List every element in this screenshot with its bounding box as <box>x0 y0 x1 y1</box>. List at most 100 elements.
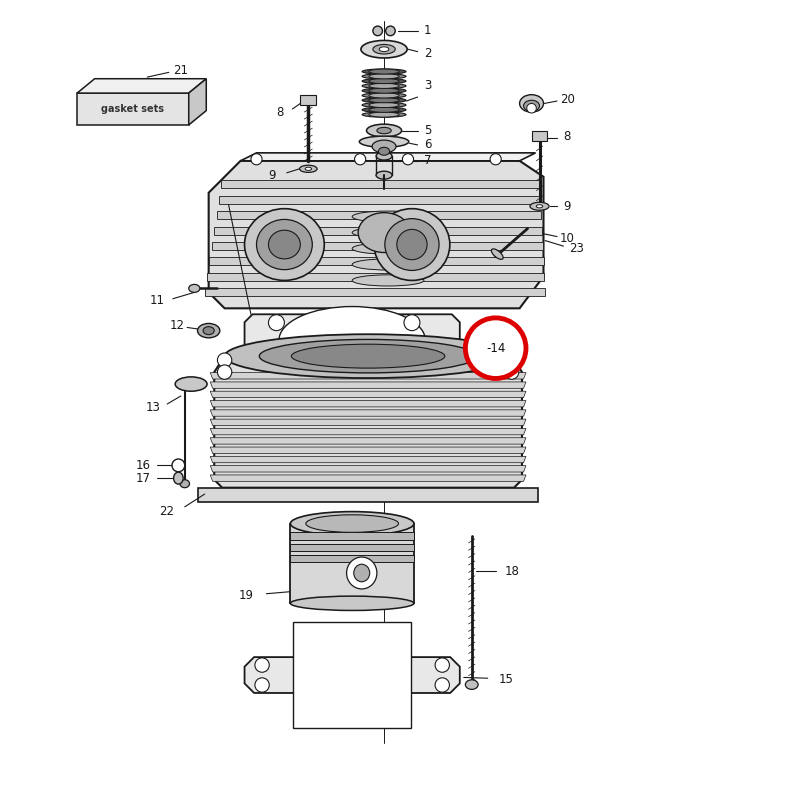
Circle shape <box>526 103 536 113</box>
Text: 8: 8 <box>564 130 571 143</box>
Text: 1: 1 <box>424 24 432 38</box>
Polygon shape <box>77 93 189 125</box>
Circle shape <box>269 314 285 330</box>
Ellipse shape <box>374 209 450 281</box>
Text: 15: 15 <box>498 673 514 686</box>
Polygon shape <box>210 373 526 379</box>
Ellipse shape <box>358 213 410 253</box>
Polygon shape <box>209 161 543 308</box>
Polygon shape <box>210 475 526 482</box>
Ellipse shape <box>361 41 407 58</box>
Text: 2: 2 <box>424 46 432 60</box>
Circle shape <box>172 459 185 472</box>
Ellipse shape <box>379 47 389 52</box>
Ellipse shape <box>369 102 399 107</box>
Ellipse shape <box>369 107 399 112</box>
Text: 9: 9 <box>269 169 276 182</box>
Ellipse shape <box>372 140 396 153</box>
Ellipse shape <box>376 152 392 160</box>
Ellipse shape <box>369 98 399 102</box>
Text: -14: -14 <box>486 342 506 354</box>
Text: 17: 17 <box>136 472 150 485</box>
Polygon shape <box>189 78 206 125</box>
Text: 13: 13 <box>146 402 160 414</box>
Ellipse shape <box>362 102 406 108</box>
Polygon shape <box>210 410 526 416</box>
Polygon shape <box>241 153 535 161</box>
Circle shape <box>404 350 420 366</box>
Circle shape <box>505 365 518 379</box>
Ellipse shape <box>385 218 439 270</box>
Ellipse shape <box>369 69 399 74</box>
Polygon shape <box>293 622 411 728</box>
Polygon shape <box>210 429 526 435</box>
Ellipse shape <box>291 344 445 368</box>
Ellipse shape <box>175 377 207 391</box>
Text: 5: 5 <box>424 124 431 137</box>
Ellipse shape <box>491 249 503 259</box>
Ellipse shape <box>377 127 391 134</box>
Ellipse shape <box>290 512 414 535</box>
Ellipse shape <box>359 136 409 147</box>
Circle shape <box>251 154 262 165</box>
Ellipse shape <box>362 74 406 79</box>
Polygon shape <box>531 131 547 141</box>
Polygon shape <box>214 356 522 488</box>
Ellipse shape <box>369 88 399 93</box>
Ellipse shape <box>346 557 377 589</box>
Circle shape <box>435 658 450 672</box>
Polygon shape <box>214 226 542 234</box>
Ellipse shape <box>198 323 220 338</box>
Polygon shape <box>290 523 414 603</box>
Ellipse shape <box>352 243 424 254</box>
Ellipse shape <box>362 69 406 74</box>
Circle shape <box>255 658 270 672</box>
Polygon shape <box>290 554 414 562</box>
Ellipse shape <box>352 275 424 286</box>
Polygon shape <box>210 456 526 462</box>
Text: 9: 9 <box>564 200 571 213</box>
Ellipse shape <box>352 227 424 238</box>
Ellipse shape <box>362 98 406 103</box>
Ellipse shape <box>362 83 406 89</box>
Ellipse shape <box>362 93 406 98</box>
Text: 23: 23 <box>570 242 585 255</box>
Text: gasket sets: gasket sets <box>102 104 165 114</box>
Circle shape <box>402 154 414 165</box>
Ellipse shape <box>203 326 214 334</box>
Ellipse shape <box>369 74 399 79</box>
Ellipse shape <box>376 171 392 179</box>
Ellipse shape <box>257 219 312 270</box>
Ellipse shape <box>362 78 406 84</box>
Ellipse shape <box>369 83 399 89</box>
Ellipse shape <box>373 26 382 36</box>
Text: 18: 18 <box>504 565 519 578</box>
Ellipse shape <box>306 515 398 532</box>
Circle shape <box>269 350 285 366</box>
Circle shape <box>255 678 270 692</box>
Ellipse shape <box>466 680 478 690</box>
Ellipse shape <box>352 259 424 270</box>
Polygon shape <box>245 657 460 693</box>
Circle shape <box>435 678 450 692</box>
Ellipse shape <box>245 209 324 281</box>
Polygon shape <box>210 447 526 454</box>
Ellipse shape <box>174 472 183 484</box>
Text: 22: 22 <box>159 505 174 518</box>
Ellipse shape <box>354 564 370 582</box>
Ellipse shape <box>305 167 311 170</box>
Text: 11: 11 <box>150 294 164 307</box>
Ellipse shape <box>259 339 477 373</box>
Ellipse shape <box>378 147 390 155</box>
Ellipse shape <box>536 205 542 208</box>
Ellipse shape <box>362 88 406 94</box>
Text: 19: 19 <box>239 589 254 602</box>
Circle shape <box>466 318 526 378</box>
Ellipse shape <box>225 334 512 378</box>
Polygon shape <box>207 273 544 281</box>
Ellipse shape <box>279 306 426 374</box>
Polygon shape <box>222 180 539 188</box>
Ellipse shape <box>373 45 395 54</box>
Polygon shape <box>210 438 526 444</box>
Polygon shape <box>217 211 541 219</box>
